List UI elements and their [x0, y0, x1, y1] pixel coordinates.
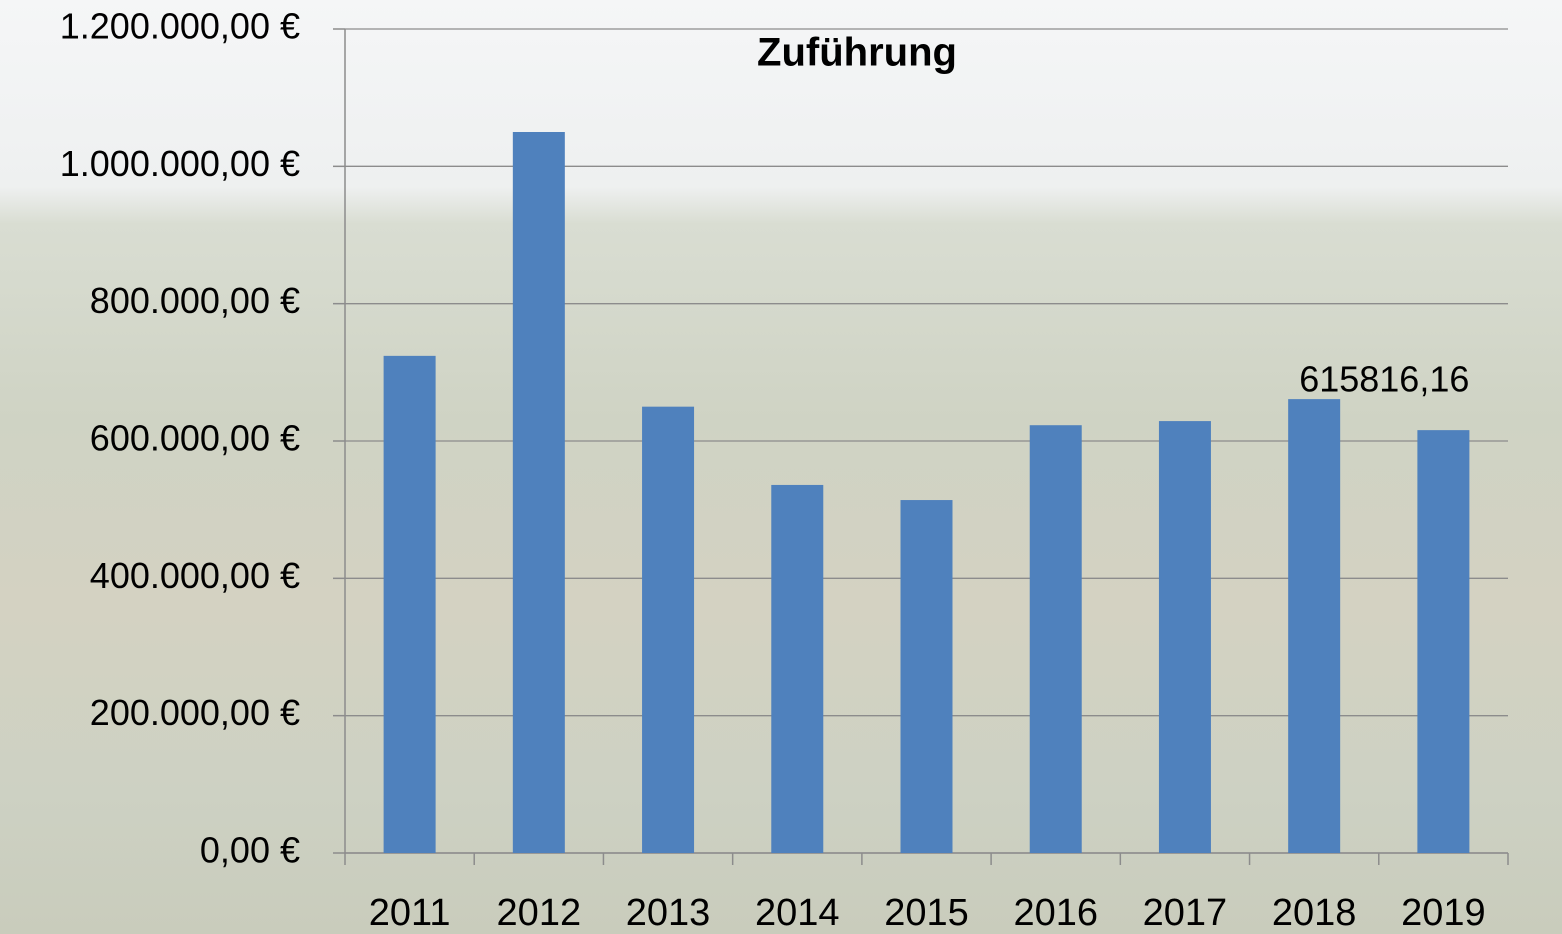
bar: [901, 500, 953, 853]
y-tick-label: 1.200.000,00 €: [60, 6, 300, 47]
data-label: 615816,16: [1299, 359, 1469, 400]
bar: [642, 407, 694, 853]
y-tick-label: 200.000,00 €: [90, 692, 300, 733]
x-tick-label: 2015: [884, 892, 969, 934]
bar: [771, 485, 823, 853]
bar: [1417, 430, 1469, 853]
bar: [1288, 399, 1340, 853]
y-tick-label: 1.000.000,00 €: [60, 143, 300, 184]
y-tick-label: 400.000,00 €: [90, 555, 300, 596]
x-tick-label: 2016: [1013, 892, 1098, 934]
x-tick-label: 2013: [626, 892, 711, 934]
x-tick-label: 2017: [1143, 892, 1228, 934]
bar: [1159, 421, 1211, 853]
y-tick-label: 0,00 €: [200, 830, 300, 871]
bar: [384, 356, 436, 853]
x-tick-label: 2012: [497, 892, 582, 934]
x-tick-label: 2014: [755, 892, 840, 934]
chart-title: Zuführung: [757, 31, 957, 75]
x-tick-label: 2011: [369, 892, 451, 934]
x-tick-label: 2019: [1401, 892, 1486, 934]
chart: Zuführung 0,00 € 200.000,00 € 400.000,00 €…: [0, 0, 1562, 934]
x-tick-label: 2018: [1272, 892, 1357, 934]
bar: [513, 132, 565, 853]
bar: [1030, 425, 1082, 853]
page: Zuführung 0,00 € 200.000,00 € 400.000,00 €…: [0, 0, 1562, 934]
y-tick-label: 600.000,00 €: [90, 418, 300, 459]
y-tick-label: 800.000,00 €: [90, 280, 300, 321]
